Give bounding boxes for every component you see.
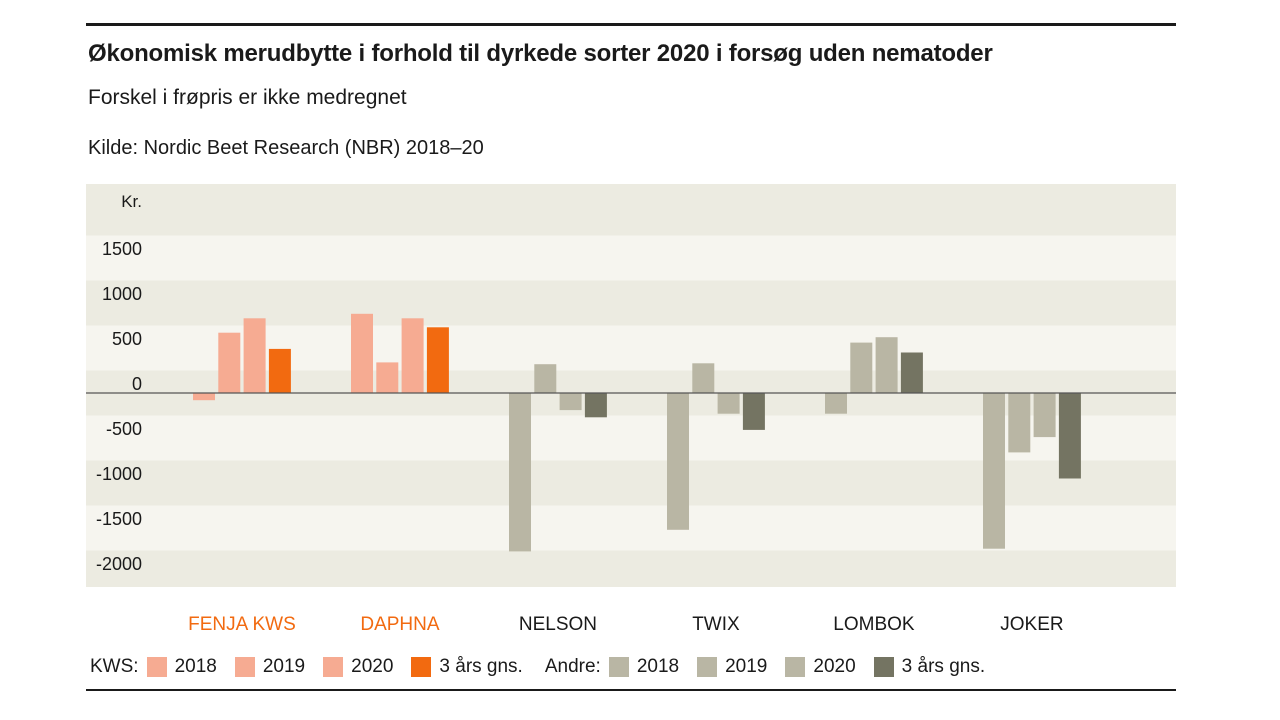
- bar-fenja-kws-3-rs-gns-: [268, 348, 291, 393]
- category-label: FENJA KWS: [188, 614, 296, 635]
- category-label: NELSON: [519, 614, 597, 635]
- bar-nelson-2018: [509, 393, 531, 552]
- grid-band: [86, 550, 1176, 587]
- y-tick-label: 1000: [102, 284, 142, 304]
- category-label: TWIX: [692, 614, 740, 635]
- y-tick-label: -1500: [96, 509, 142, 529]
- legend-label: 2018: [636, 656, 680, 677]
- legend-other-label: Andre:: [544, 656, 601, 677]
- bottom-rule: [86, 689, 1176, 691]
- grid-band: [86, 184, 1176, 236]
- top-rule: [86, 23, 1176, 26]
- legend-item-other-2019: 2019: [697, 656, 767, 678]
- legend-item-other-2020: 2020: [785, 656, 856, 678]
- legend-swatch: [873, 657, 894, 677]
- legend-label: 2020: [351, 656, 394, 677]
- legend-item-other-2018: 2018: [608, 656, 680, 678]
- bar-daphna-3-rs-gns-: [426, 327, 449, 393]
- legend-label: 3 års gns.: [439, 656, 523, 677]
- grid-band: [86, 460, 1176, 506]
- legend-label: 3 års gns.: [901, 656, 986, 677]
- y-tick-label: -2000: [96, 554, 142, 574]
- chart-source: Kilde: Nordic Beet Research (NBR) 2018–2…: [88, 137, 484, 159]
- y-tick-label: 1500: [102, 239, 142, 259]
- bar-daphna-2019: [376, 362, 399, 393]
- bar-fenja-kws-2020: [243, 318, 266, 393]
- y-tick-label: -1000: [96, 464, 142, 484]
- bar-twix-2020: [717, 393, 740, 414]
- legend-label: 2019: [725, 656, 768, 677]
- legend-item-kws-2019: 2019: [234, 656, 306, 678]
- legend-swatch: [146, 657, 167, 677]
- category-label: LOMBOK: [833, 614, 915, 635]
- bar-daphna-2018: [351, 313, 373, 393]
- legend-item-kws-2020: 2020: [323, 656, 393, 678]
- bar-lombok-2018: [825, 393, 847, 414]
- bar-lombok-2019: [850, 342, 873, 393]
- chart-subtitle: Forskel i frøpris er ikke medregnet: [88, 86, 407, 109]
- bar-lombok-2020: [875, 337, 898, 393]
- legend-swatch: [411, 657, 432, 677]
- legend-swatch: [608, 657, 629, 677]
- bar-twix-2018: [667, 393, 689, 530]
- legend-label: 2019: [262, 656, 306, 677]
- bar-lombok-3-rs-gns-: [900, 352, 923, 393]
- bar-joker-2018: [983, 393, 1005, 549]
- bar-twix-2019: [692, 363, 715, 393]
- y-tick-label: 0: [132, 374, 142, 394]
- legend-item-other-avg: 3 års gns.: [873, 656, 986, 678]
- legend-swatch: [785, 657, 806, 677]
- legend: KWS: 2018 2019 2020 3 års gns. Andre: 20…: [90, 655, 1003, 679]
- bar-nelson-2019: [534, 364, 557, 393]
- chart-title: Økonomisk merudbytte i forhold til dyrke…: [88, 40, 993, 67]
- legend-label: 2018: [174, 656, 217, 677]
- bar-nelson-2020: [559, 393, 582, 411]
- bar-twix-3-rs-gns-: [742, 393, 765, 430]
- category-label: JOKER: [1000, 614, 1063, 635]
- category-label: DAPHNA: [360, 614, 440, 635]
- bar-nelson-3-rs-gns-: [584, 393, 607, 418]
- bar-fenja-kws-2019: [218, 332, 241, 393]
- bar-joker-2019: [1008, 393, 1031, 453]
- bar-fenja-kws-2018: [193, 393, 215, 401]
- bar-joker-2020: [1033, 393, 1056, 438]
- y-tick-label: 500: [112, 329, 142, 349]
- legend-label: 2020: [813, 656, 856, 677]
- bar-daphna-2020: [401, 318, 424, 393]
- bar-joker-3-rs-gns-: [1058, 393, 1081, 479]
- grid-band: [86, 280, 1176, 326]
- legend-swatch: [323, 657, 344, 677]
- legend-item-kws-2018: 2018: [146, 656, 217, 678]
- legend-swatch: [234, 657, 255, 677]
- legend-swatch: [697, 657, 718, 677]
- y-tick-label: -500: [106, 419, 142, 439]
- legend-item-kws-avg: 3 års gns.: [411, 656, 523, 678]
- y-axis-label: Kr.: [121, 192, 142, 211]
- legend-kws-label: KWS:: [90, 656, 139, 677]
